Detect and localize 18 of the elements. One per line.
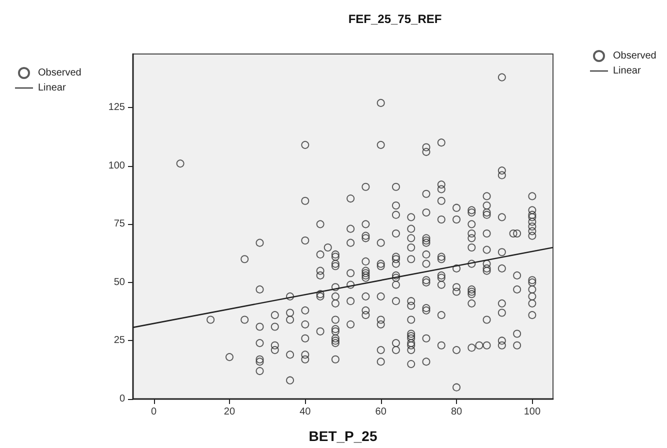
legend-label: Observed — [38, 68, 82, 78]
x-tick-label: 60 — [375, 406, 387, 418]
text: Linear — [613, 66, 641, 76]
y-tick-label: 75 — [114, 218, 126, 230]
x-tick-label: 100 — [524, 406, 541, 418]
x-tick-label: 80 — [450, 406, 463, 418]
y-tick-label: 0 — [119, 394, 126, 404]
x-tick-label: 40 — [300, 406, 312, 418]
x-tick-label: 20 — [224, 406, 236, 418]
text: Observed — [613, 50, 656, 62]
legend-label: Linear — [38, 82, 66, 94]
y-tick-label: 50 — [114, 276, 126, 288]
y-tick-label: 125 — [108, 102, 126, 114]
y-tick-label: 25 — [114, 335, 126, 346]
x-tick-label: 0 — [151, 406, 158, 418]
x-axis-title: BET_P_25 — [308, 428, 378, 444]
chart-title: FEF_25_75_REF — [348, 12, 442, 26]
y-tick-label: 100 — [108, 160, 126, 172]
